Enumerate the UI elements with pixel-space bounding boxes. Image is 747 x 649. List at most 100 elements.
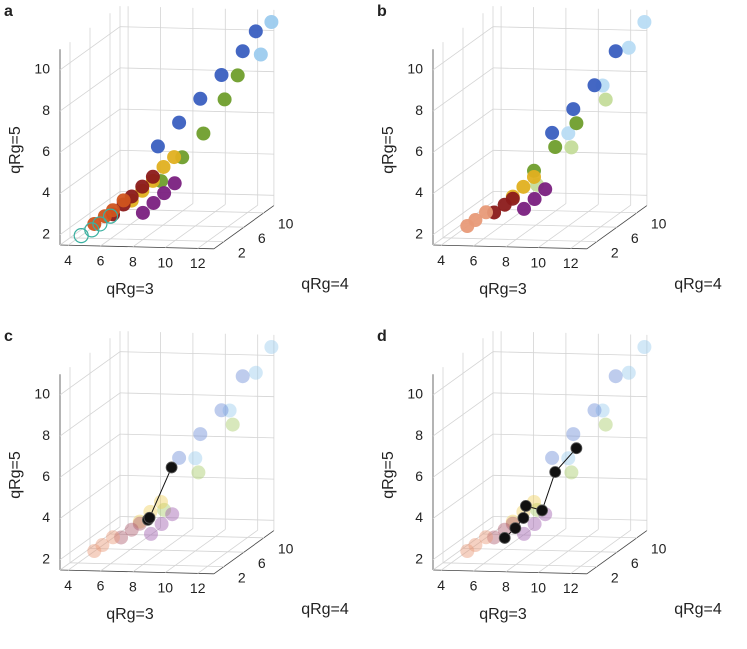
x-tick-label: 6 [97,253,105,269]
point [587,78,602,93]
z-tick-label: 8 [42,427,50,443]
z-tick-label: 10 [34,386,50,402]
trajectory-point [143,511,156,524]
z-tick-label: 10 [407,61,423,77]
y-tick-label: 6 [258,555,266,571]
point [527,169,541,184]
grid-line [432,191,494,236]
point [621,365,636,380]
point [566,102,581,117]
x-tick-label: 10 [158,254,174,270]
grid-line [492,191,647,196]
y-tick-label: 6 [631,230,639,246]
x-tick-label: 8 [129,254,137,270]
y-tick-label: 10 [278,216,294,232]
point [468,213,483,228]
x-axis-label: qRg=3 [106,281,154,298]
point [92,216,108,232]
z-tick-label: 4 [42,509,50,525]
point [561,126,576,141]
x-tick-label: 4 [437,577,445,593]
grid-line [89,223,244,228]
point [87,544,102,559]
point [538,182,553,197]
grid-line [432,108,494,153]
point [248,24,263,39]
point [264,15,279,29]
z-axis-label: qRg=5 [7,126,24,174]
grid-line [59,351,121,396]
grid-line [492,474,647,480]
point [167,176,182,191]
point [253,47,268,62]
point [84,222,100,238]
y-axis-label: qRg=4 [301,601,349,618]
point [608,44,623,59]
z-tick-label: 2 [415,225,423,241]
grid-line [492,67,647,73]
grid-line [432,474,494,519]
x-tick-label: 12 [190,255,206,271]
grid-line [492,26,647,31]
y-tick-label: 2 [238,569,246,585]
z-tick-label: 2 [42,550,50,566]
x-tick-label: 10 [158,579,174,595]
z-axis-label: qRg=5 [380,451,397,499]
point [248,365,263,380]
x-tick-label: 12 [190,580,206,596]
trajectory-point [165,461,178,474]
z-tick-label: 2 [415,550,423,566]
point [156,159,171,174]
point [214,403,229,418]
y-tick-label: 6 [258,230,266,246]
point [505,191,520,206]
point [145,169,160,184]
point [106,530,120,545]
y-tick-label: 2 [611,244,619,260]
z-tick-label: 8 [42,102,50,118]
trajectory-point [498,532,511,544]
z-tick-label: 6 [42,143,50,159]
point [479,530,493,545]
x-tick-label: 10 [531,579,547,595]
point [548,140,563,154]
point [157,186,172,201]
axis-line [432,244,587,250]
panel-label: b [377,3,387,20]
axis-line [432,569,587,575]
grid-line [59,433,121,478]
z-tick-label: 10 [34,61,50,77]
z-tick-label: 6 [415,468,423,484]
grid-line [119,474,274,480]
x-tick-label: 4 [64,577,72,593]
point [188,451,203,466]
point [144,526,158,541]
grid-line [59,474,121,519]
point [214,68,229,82]
grid-line [69,562,224,567]
trajectory-point [509,522,522,535]
point [116,193,131,208]
point [157,502,172,517]
panel-label: d [377,328,387,345]
x-tick-label: 12 [563,255,579,271]
point [487,530,502,545]
point [193,91,208,106]
point [225,417,240,432]
point [167,150,182,165]
z-tick-label: 8 [415,102,423,118]
x-tick-label: 6 [470,253,478,269]
x-tick-label: 10 [531,254,547,270]
point [595,403,610,418]
grid-line [119,108,274,114]
grid-line [59,108,121,153]
point [135,179,150,194]
grid-line [462,548,617,553]
grid-line [119,351,274,356]
x-tick-label: 4 [437,252,445,268]
point [217,92,232,107]
grid-line [89,548,244,553]
grid-line [109,208,264,214]
x-axis-label: qRg=3 [479,606,527,623]
